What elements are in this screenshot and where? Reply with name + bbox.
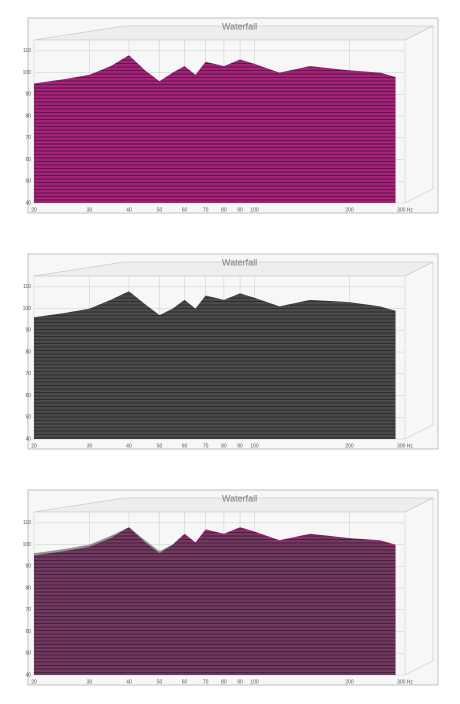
x-tick-label: 40 xyxy=(126,207,132,213)
x-tick-label: 80 xyxy=(221,679,227,685)
chart-title: Waterfall xyxy=(222,21,257,31)
x-tick-label: 40 xyxy=(126,443,132,449)
y-tick-label: 110 xyxy=(23,48,31,54)
x-tick-label: 60 xyxy=(182,207,188,213)
x-tick-label: 60 xyxy=(182,679,188,685)
right-edge xyxy=(404,660,434,676)
right-edge xyxy=(404,25,434,41)
x-tick-label: 300 Hz xyxy=(397,443,413,449)
x-tick-label: 200 xyxy=(345,679,354,685)
y-tick-label: 40 xyxy=(25,436,31,442)
x-tick-label: 20 xyxy=(31,679,37,685)
chart-title: Waterfall xyxy=(222,493,257,503)
y-tick-label: 40 xyxy=(25,672,31,678)
y-tick-label: 60 xyxy=(25,157,31,163)
y-tick-label: 50 xyxy=(25,651,31,657)
right-edge xyxy=(404,424,434,440)
x-tick-label: 200 xyxy=(345,207,354,213)
y-tick-label: 90 xyxy=(25,564,31,570)
x-tick-label: 90 xyxy=(237,679,243,685)
y-tick-label: 90 xyxy=(25,328,31,334)
x-tick-label: 30 xyxy=(87,207,93,213)
y-tick-label: 110 xyxy=(23,520,31,526)
x-tick-label: 70 xyxy=(203,443,209,449)
x-tick-label: 100 xyxy=(250,443,259,449)
y-tick-label: 100 xyxy=(23,306,32,312)
waterfall-chart: Waterfall 40 50 60 70 80 90 100 110 20 30 40 50 60 70 8… xyxy=(23,489,439,685)
x-tick-label: 50 xyxy=(157,679,163,685)
y-tick-label: 80 xyxy=(25,349,31,355)
x-tick-label: 20 xyxy=(31,207,37,213)
y-tick-label: 100 xyxy=(23,542,32,548)
y-tick-label: 90 xyxy=(25,92,31,98)
x-tick-label: 100 xyxy=(250,207,259,213)
x-tick-label: 30 xyxy=(87,443,93,449)
y-tick-label: 60 xyxy=(25,393,31,399)
y-tick-label: 110 xyxy=(23,284,31,290)
y-tick-label: 60 xyxy=(25,629,31,635)
x-tick-label: 300 Hz xyxy=(397,207,413,213)
y-tick-label: 50 xyxy=(25,415,31,421)
x-tick-label: 70 xyxy=(203,679,209,685)
x-tick-label: 100 xyxy=(250,679,259,685)
waterfall-surface xyxy=(34,291,396,439)
x-tick-label: 70 xyxy=(203,207,209,213)
x-tick-label: 50 xyxy=(157,443,163,449)
x-tick-label: 20 xyxy=(31,443,37,449)
right-edge xyxy=(404,497,434,513)
y-tick-label: 80 xyxy=(25,113,31,119)
waterfall-surface xyxy=(34,55,396,203)
x-tick-label: 90 xyxy=(237,207,243,213)
y-tick-label: 50 xyxy=(25,179,31,185)
y-tick-label: 100 xyxy=(23,70,32,76)
y-tick-label: 40 xyxy=(25,200,31,206)
x-tick-label: 30 xyxy=(87,679,93,685)
waterfall-chart: Waterfall 40 50 60 70 80 90 100 110 20 30 40 50 60 70 8… xyxy=(23,253,439,449)
waterfall-surface xyxy=(34,527,396,675)
y-tick-label: 70 xyxy=(25,607,31,613)
x-tick-label: 80 xyxy=(221,443,227,449)
right-edge xyxy=(404,188,434,204)
chart-title: Waterfall xyxy=(222,257,257,267)
x-tick-label: 90 xyxy=(237,443,243,449)
y-tick-label: 70 xyxy=(25,371,31,377)
x-tick-label: 60 xyxy=(182,443,188,449)
x-tick-label: 80 xyxy=(221,207,227,213)
y-tick-label: 80 xyxy=(25,585,31,591)
x-tick-label: 50 xyxy=(157,207,163,213)
waterfall-chart: Waterfall 40 50 60 70 80 90 100 110 20 30 40 50 60 70 8… xyxy=(23,17,439,213)
x-tick-label: 200 xyxy=(345,443,354,449)
x-tick-label: 300 Hz xyxy=(397,679,413,685)
y-tick-label: 70 xyxy=(25,135,31,141)
x-tick-label: 40 xyxy=(126,679,132,685)
right-edge xyxy=(404,261,434,277)
